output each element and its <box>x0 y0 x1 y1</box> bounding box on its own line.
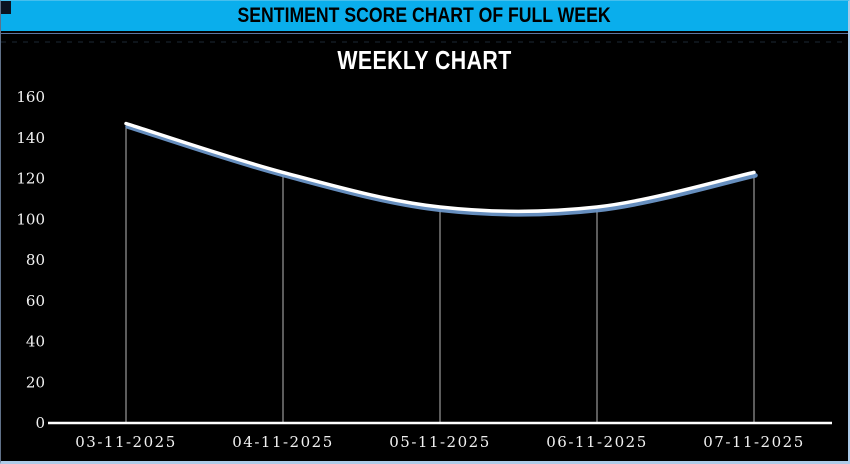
y-axis-tick-label: 80 <box>26 251 45 269</box>
y-axis-tick-label: 60 <box>26 292 45 310</box>
y-axis-tick-label: 40 <box>26 333 45 351</box>
chart-area: 0 20 40 60 80 100 120 140 160 03-11-2025 04-11-202… <box>1 35 848 461</box>
x-axis-tick-label: 06-11-2025 <box>546 433 647 451</box>
y-axis-tick-label: 0 <box>35 414 45 432</box>
y-axis-tick-label: 20 <box>26 373 45 391</box>
header-bar: SENTIMENT SCORE CHART OF FULL WEEK <box>1 1 848 31</box>
header-corner-block <box>1 1 11 14</box>
x-axis-tick-label: 04-11-2025 <box>232 433 333 451</box>
y-axis-tick-label: 100 <box>16 210 45 228</box>
series-line <box>124 121 756 214</box>
x-axis-tick-label: 05-11-2025 <box>389 433 490 451</box>
x-axis-tick-label: 03-11-2025 <box>75 433 176 451</box>
y-axis-tick-label: 160 <box>16 88 45 106</box>
header-title: SENTIMENT SCORE CHART OF FULL WEEK <box>237 4 612 27</box>
separator-line <box>1 33 848 34</box>
x-axis-tick-label: 07-11-2025 <box>703 433 804 451</box>
series-line-shadow <box>125 124 758 217</box>
line-chart: 0 20 40 60 80 100 120 140 160 03-11-2025 04-11-202… <box>1 41 848 451</box>
y-axis-tick-label: 120 <box>16 170 45 188</box>
y-axis-tick-label: 140 <box>16 129 45 147</box>
header-separator <box>1 31 848 35</box>
chart-title: WEEKLY CHART <box>337 45 512 75</box>
